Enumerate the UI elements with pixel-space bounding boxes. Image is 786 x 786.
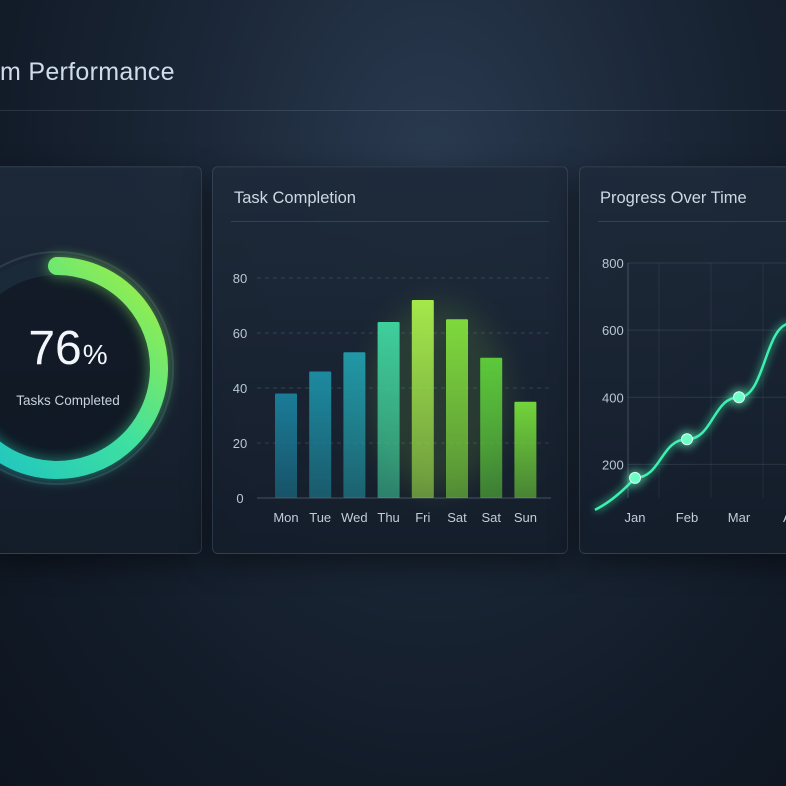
bar-x-tick-label: Tue [309, 510, 331, 525]
bar-sat [446, 319, 468, 498]
line-x-tick-label: Mar [728, 510, 751, 525]
bar-x-tick-label: Fri [415, 510, 430, 525]
gauge-inner-disc [0, 272, 153, 464]
gauge-label: Tasks Completed [16, 393, 120, 408]
gauge-unit: % [82, 339, 108, 370]
tasks-completed-card: 76% Tasks Completed [0, 166, 202, 554]
gauge-outer-ring [0, 251, 174, 485]
bar-sun [514, 401, 537, 498]
title-divider [0, 110, 786, 111]
line-point-mar [733, 391, 745, 404]
line-series [594, 323, 786, 511]
gauge-number: 76 [28, 322, 82, 375]
bar-glow [368, 302, 508, 492]
task-completion-card: Task Completion 0 20 40 60 80 Mon Tue Wed Thu Fri… [212, 166, 568, 554]
bar-y-tick-label: 20 [233, 436, 247, 451]
line-y-tick-label: 200 [602, 457, 624, 472]
bar-sat [480, 357, 503, 498]
bar-y-tick-label: 80 [233, 271, 247, 286]
line-point-feb [681, 433, 693, 446]
gauge-progress-arc [0, 257, 168, 479]
bar-x-tick-label: Sun [514, 510, 537, 525]
line-x-tick-label: Jan [625, 510, 646, 525]
bar-y-tick-label: 40 [233, 381, 247, 396]
bar-card-divider [231, 221, 549, 222]
line-chart: 200 400 600 800 Jan Feb Mar Ap [593, 256, 786, 525]
bar-x-tick-label: Wed [341, 510, 368, 525]
bar-tue [309, 371, 332, 498]
bar-x-tick-label: Sat [481, 510, 501, 525]
bar-y-tick-label: 0 [236, 491, 243, 506]
bar-wed [343, 352, 366, 498]
line-point-jan [629, 471, 641, 484]
line-x-tick-label: Ap [783, 510, 786, 525]
line-card-title: Progress Over Time [600, 189, 747, 207]
bar-mon [275, 393, 297, 498]
progress-ring [0, 251, 174, 485]
bar-card-title: Task Completion [234, 189, 356, 207]
bar-y-tick-label: 60 [233, 326, 247, 341]
line-card-divider [598, 221, 786, 222]
line-y-tick-label: 400 [602, 390, 624, 405]
page-title: m Performance [0, 58, 175, 86]
line-y-tick-label: 800 [602, 256, 624, 271]
bar-x-tick-label: Mon [273, 510, 298, 525]
line-y-tick-label: 600 [602, 323, 624, 338]
line-series-glow [593, 321, 786, 513]
bar-thu [377, 322, 400, 498]
gauge-value: 76% [0, 325, 143, 373]
bar-chart: 0 20 40 60 80 Mon Tue Wed Thu Fri Sat Sat Sun [233, 271, 551, 525]
line-x-tick-label: Feb [676, 510, 698, 525]
bar-x-tick-label: Sat [447, 510, 467, 525]
progress-over-time-card: Progress Over Time 200 400 600 800 Jan Feb Mar… [579, 166, 786, 554]
bar-fri [411, 300, 434, 498]
bar-x-tick-label: Thu [377, 510, 399, 525]
